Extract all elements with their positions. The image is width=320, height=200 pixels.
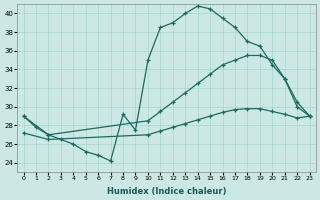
X-axis label: Humidex (Indice chaleur): Humidex (Indice chaleur) — [107, 187, 226, 196]
